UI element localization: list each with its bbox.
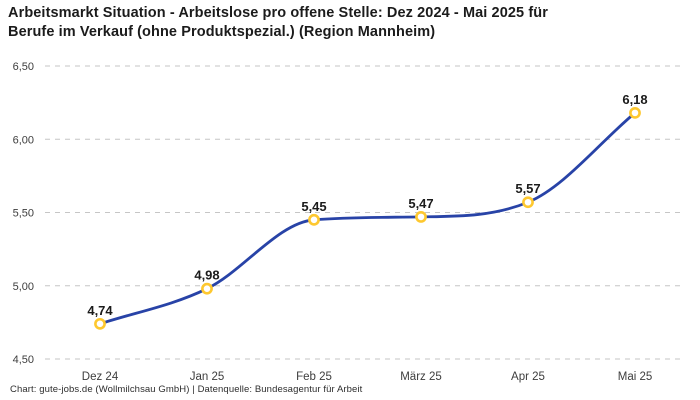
data-point-marker[interactable] [201,282,213,295]
data-point-marker[interactable] [94,317,106,330]
x-tick-label: Mai 25 [618,371,653,383]
chart-title-line1: Arbeitsmarkt Situation - Arbeitslose pro… [8,5,548,21]
x-tick-label: März 25 [400,371,442,383]
data-point-label: 5,45 [301,199,326,214]
y-tick-label: 4,50 [13,354,34,366]
y-tick-label: 6,00 [13,134,34,146]
data-point-label: 4,98 [194,268,219,283]
data-point-marker[interactable] [415,210,427,223]
y-tick-label: 6,50 [13,61,34,73]
y-tick-label: 5,50 [13,208,34,220]
data-point-marker[interactable] [308,213,320,226]
data-point-label: 5,57 [515,181,540,196]
data-point-marker[interactable] [629,106,641,119]
source-credit: Chart: gute-jobs.de (Wollmilchsau GmbH) … [10,384,363,395]
x-tick-label: Dez 24 [82,371,119,383]
data-point-marker[interactable] [522,196,534,209]
data-point-label: 4,74 [87,303,113,318]
chart-title-line2: Berufe im Verkauf (ohne Produktspezial.)… [8,24,436,40]
data-point-label: 6,18 [622,92,647,107]
x-tick-label: Jan 25 [190,371,225,383]
x-tick-label: Apr 25 [511,371,545,383]
chart-title: Arbeitsmarkt Situation - Arbeitslose pro… [8,4,680,42]
x-tick-label: Feb 25 [296,371,332,383]
data-point-label: 5,47 [408,196,433,211]
y-tick-label: 5,00 [13,281,34,293]
trend-line [98,111,637,326]
